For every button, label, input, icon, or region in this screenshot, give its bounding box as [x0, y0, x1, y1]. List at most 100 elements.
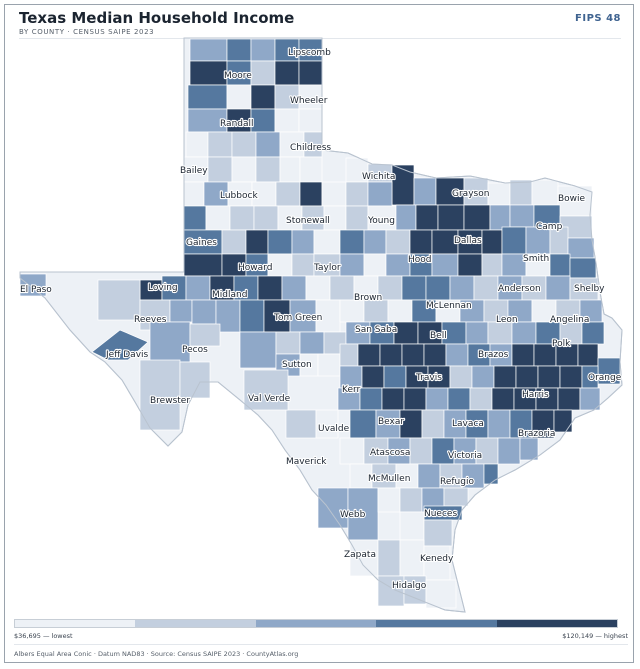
county-shape	[279, 156, 301, 183]
county-shape	[274, 108, 300, 133]
county-shape	[285, 409, 317, 439]
texas-outline-stroke	[19, 37, 623, 613]
county-shape	[457, 229, 483, 255]
county-shape	[263, 299, 291, 333]
county-label-lipscomb: Lipscomb	[288, 48, 331, 58]
footer-divider	[14, 644, 628, 645]
county-shape	[345, 181, 369, 207]
county-shape	[275, 181, 301, 207]
county-shape	[509, 179, 533, 206]
county-shape	[317, 353, 341, 377]
county-label-webb: Webb	[340, 510, 366, 520]
county-shape	[239, 299, 265, 333]
county-shape	[189, 60, 228, 86]
county-shape	[317, 487, 349, 529]
county-label-victoria: Victoria	[448, 451, 482, 461]
county-shape	[399, 539, 425, 577]
county-shape	[274, 60, 300, 86]
county-shape	[391, 164, 415, 206]
county-shape	[347, 487, 379, 541]
county-shape	[449, 365, 473, 389]
county-shape	[481, 229, 503, 255]
county-label-hood: Hood	[408, 255, 432, 265]
county-shape	[250, 108, 276, 133]
county-shape	[393, 321, 419, 345]
county-shape	[191, 299, 217, 325]
county-shape	[579, 387, 601, 411]
county-shape	[379, 343, 403, 367]
county-shape	[255, 156, 281, 183]
county-shape	[417, 463, 441, 489]
county-shape	[423, 519, 453, 547]
county-shape	[489, 204, 511, 231]
county-shape	[359, 387, 383, 411]
county-shape	[395, 204, 417, 231]
county-label-stonewall: Stonewall	[286, 216, 330, 226]
county-shape	[189, 38, 228, 62]
county-shape	[205, 205, 231, 231]
county-shape	[243, 369, 289, 411]
county-label-moore: Moore	[224, 71, 252, 81]
county-shape	[239, 331, 277, 369]
county-shape	[189, 323, 221, 347]
county-shape	[91, 329, 149, 361]
county-shape	[413, 177, 437, 206]
county-shape	[377, 487, 401, 513]
county-shape	[315, 409, 339, 439]
county-shape	[549, 253, 571, 277]
county-label-el-paso: El Paso	[20, 285, 52, 295]
county-label-bowie: Bowie	[558, 194, 586, 204]
county-shape	[387, 299, 413, 323]
county-shape	[537, 365, 561, 389]
county-label-howard: Howard	[238, 263, 272, 273]
county-label-gaines: Gaines	[186, 238, 217, 248]
county-label-grayson: Grayson	[452, 189, 489, 199]
county-shape	[403, 387, 427, 411]
county-shape	[481, 253, 503, 277]
county-shape	[431, 253, 459, 277]
county-shape	[345, 205, 369, 231]
county-shape	[363, 299, 389, 323]
county-label-brown: Brown	[354, 293, 382, 303]
county-shape	[279, 131, 305, 158]
county-shape	[339, 343, 359, 367]
county-label-brewster: Brewster	[150, 396, 190, 406]
map-title: Texas Median Household Income	[19, 9, 295, 27]
county-labels: Lipscomb Moore Wheeler Randall Childress…	[19, 47, 623, 592]
county-shape	[473, 275, 499, 301]
county-shape	[559, 365, 583, 389]
legend-swatch	[376, 620, 497, 627]
county-shape	[361, 365, 385, 389]
county-shape	[401, 343, 425, 367]
map-footer: Albers Equal Area Conic · Datum NAD83 · …	[14, 650, 299, 658]
legend-low-label: $36,695 — lowest	[14, 632, 73, 640]
county-shape	[515, 365, 539, 389]
county-shape	[250, 84, 276, 110]
county-shape	[183, 181, 205, 207]
county-shape	[437, 204, 465, 231]
county-shape	[567, 237, 595, 259]
county-shape	[187, 84, 228, 110]
county-shape	[363, 253, 387, 277]
county-shape	[245, 229, 269, 255]
county-shape	[298, 60, 323, 86]
county-label-reeves: Reeves	[134, 315, 167, 325]
map-subtitle: BY COUNTY · CENSUS SAIPE 2023	[19, 28, 155, 36]
county-label-refugio: Refugio	[440, 477, 474, 487]
county-label-dallas: Dallas	[454, 236, 482, 246]
county-label-smith: Smith	[523, 254, 549, 264]
county-shape	[371, 463, 397, 489]
legend-swatch	[135, 620, 256, 627]
county-shape	[491, 387, 515, 411]
county-shape	[557, 387, 581, 411]
county-label-randall: Randall	[220, 119, 254, 129]
county-shape	[545, 275, 571, 301]
fips-code: FIPS 48	[575, 13, 621, 24]
county-shape	[363, 229, 387, 255]
county-shape	[315, 299, 341, 333]
county-shape	[255, 131, 281, 158]
county-label-kerr: Kerr	[342, 385, 361, 395]
county-shape	[19, 273, 47, 297]
county-shape	[423, 545, 451, 581]
